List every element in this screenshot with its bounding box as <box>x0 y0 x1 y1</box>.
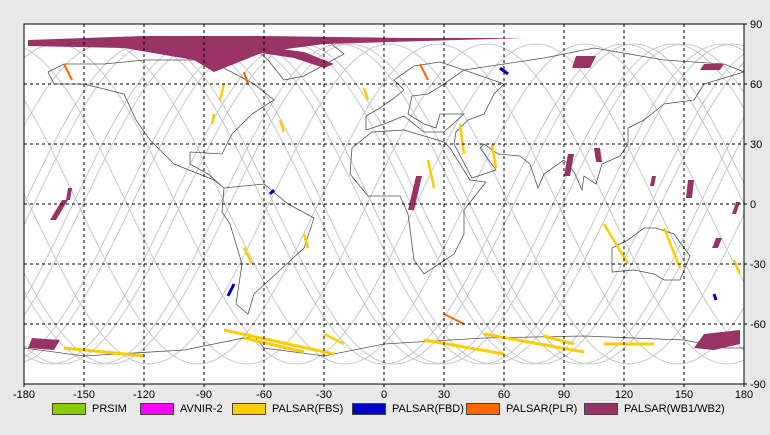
wb-swath <box>686 180 694 198</box>
fbs-swath <box>426 159 436 189</box>
x-tick-label: 90 <box>558 389 570 401</box>
fbs-swath-south <box>543 334 575 346</box>
fbd-swath <box>226 283 236 297</box>
fbd-swath <box>499 66 509 76</box>
wb-swath <box>712 238 722 248</box>
plr-swath <box>63 63 73 81</box>
legend-swatch-plr <box>466 403 500 415</box>
fbs-swath <box>242 247 254 265</box>
wb-swath <box>594 148 602 162</box>
coastline <box>365 61 466 133</box>
wb-swath-south <box>28 338 60 350</box>
x-tick-label: -120 <box>133 389 155 401</box>
legend-label-fbd: PALSAR(FBD) <box>392 403 464 415</box>
x-tick-label: -150 <box>73 389 95 401</box>
fbs-swath-south <box>223 328 335 356</box>
wb-swath-south <box>694 330 740 350</box>
fbs-swath <box>362 87 370 101</box>
legend-item-avnir: AVNIR-2 <box>140 402 223 416</box>
plr-swath <box>443 313 465 325</box>
legend-swatch-prsim <box>52 403 86 415</box>
fbs-swath <box>218 83 226 101</box>
wb-swath-north <box>28 36 524 72</box>
x-tick-label: 60 <box>498 389 510 401</box>
wb-swath <box>572 56 596 68</box>
fbs-swath-south <box>423 338 505 356</box>
coastline <box>611 227 691 281</box>
fbd-swath <box>268 188 276 196</box>
y-tick-label: -30 <box>750 259 766 271</box>
fbs-swath <box>458 123 466 155</box>
legend-label-prsim: PRSIM <box>92 403 127 415</box>
wb-swath <box>408 176 422 210</box>
legend-swatch-fbs <box>232 403 266 415</box>
fbs-swath <box>278 119 286 133</box>
wb-swath <box>564 154 574 176</box>
coastline <box>47 59 275 189</box>
fbs-swath <box>602 223 630 265</box>
coastline <box>453 47 746 192</box>
legend-label-fbs: PALSAR(FBS) <box>272 403 344 415</box>
fbs-swath <box>323 332 345 346</box>
coastline <box>23 335 744 357</box>
wb-swath <box>50 200 68 220</box>
plr-swath <box>243 71 249 85</box>
y-tick-label: 0 <box>750 199 756 211</box>
legend-item-plr: PALSAR(PLR) <box>466 402 577 416</box>
fbs-swath <box>662 227 682 269</box>
wb-swath <box>732 202 740 214</box>
y-tick-label: 90 <box>750 19 762 31</box>
x-tick-label: 30 <box>438 389 450 401</box>
fbs-swath <box>490 143 498 169</box>
wb-swath <box>700 64 724 70</box>
legend-item-fbs: PALSAR(FBS) <box>232 402 343 416</box>
x-tick-label: 0 <box>381 389 387 401</box>
y-tick-label: 30 <box>750 139 762 151</box>
legend-item-fbd: PALSAR(FBD) <box>352 402 464 416</box>
x-tick-label: -180 <box>13 389 35 401</box>
fbs-swath <box>210 113 216 125</box>
fbd-swath <box>712 293 718 301</box>
fbs-swath-south <box>63 346 145 358</box>
fbs-swath-south <box>483 332 585 354</box>
y-tick-label: -90 <box>750 379 766 391</box>
legend-item-wb: PALSAR(WB1/WB2) <box>584 402 725 416</box>
wb-swath <box>66 188 72 200</box>
fbs-swath <box>302 233 310 249</box>
legend-label-avnir: AVNIR-2 <box>180 403 223 415</box>
y-tick-label: -60 <box>750 319 766 331</box>
legend-swatch-fbd <box>352 403 386 415</box>
y-tick-label: 60 <box>750 79 762 91</box>
legend-swatch-avnir <box>140 403 174 415</box>
fbs-swath-south <box>243 336 305 354</box>
legend-label-plr: PALSAR(PLR) <box>506 403 578 415</box>
plr-swath <box>419 63 429 81</box>
x-tick-label: -90 <box>196 389 212 401</box>
x-tick-label: 180 <box>735 389 753 401</box>
legend-swatch-wb <box>584 403 618 415</box>
legend-label-wb: PALSAR(WB1/WB2) <box>624 403 725 415</box>
x-tick-label: 120 <box>615 389 633 401</box>
x-tick-label: 150 <box>675 389 693 401</box>
x-tick-label: -60 <box>256 389 272 401</box>
x-tick-label: -30 <box>316 389 332 401</box>
legend-item-prsim: PRSIM <box>52 402 127 416</box>
wb-swath <box>244 44 334 68</box>
legend: PRSIM AVNIR-2 PALSAR(FBS) PALSAR(FBD) PA… <box>0 398 770 422</box>
wb-swath <box>650 176 656 186</box>
fbs-swath <box>732 259 742 275</box>
coastline <box>349 129 487 275</box>
